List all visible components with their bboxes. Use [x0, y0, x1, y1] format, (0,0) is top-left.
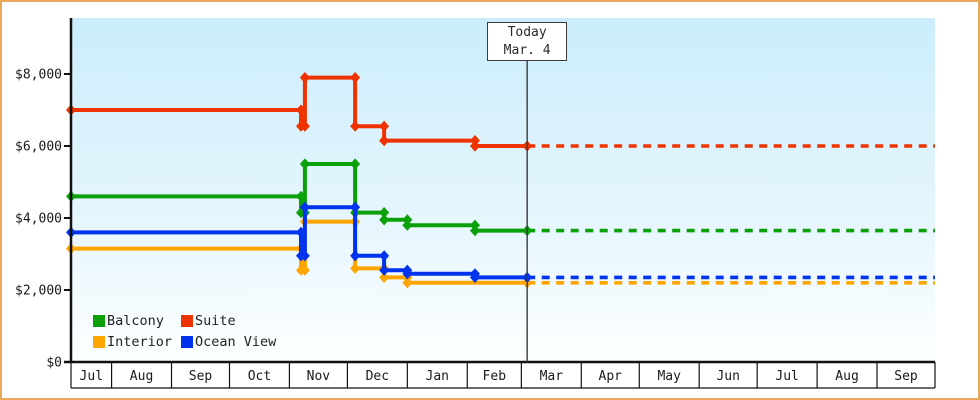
- today-date: Mar. 4: [503, 43, 551, 58]
- today-marker-box: Today Mar. 4: [487, 22, 568, 61]
- data-point-icon: [299, 264, 310, 276]
- series-group: [66, 72, 935, 289]
- y-tick-label: $4,000: [15, 212, 62, 227]
- legend-label: Ocean View: [195, 334, 277, 350]
- data-point-icon: [402, 277, 413, 289]
- month-label: Sep: [189, 369, 213, 384]
- legend-item-suite: Suite: [181, 313, 276, 329]
- legend-swatch-icon: [93, 315, 105, 327]
- data-point-icon: [402, 268, 413, 280]
- data-point-icon: [469, 140, 480, 152]
- month-label: Aug: [130, 369, 153, 384]
- month-label: Oct: [248, 369, 271, 384]
- data-point-icon: [379, 214, 390, 226]
- legend-label: Balcony: [107, 313, 164, 329]
- data-point-icon: [296, 104, 307, 116]
- data-point-icon: [350, 120, 361, 132]
- series-suite: [66, 72, 935, 152]
- data-point-icon: [402, 219, 413, 231]
- month-label: Jan: [426, 369, 449, 384]
- y-tick-label: $6,000: [15, 140, 62, 155]
- month-label: Apr: [599, 369, 623, 384]
- legend-label: Interior: [107, 334, 173, 350]
- month-label: Nov: [307, 369, 331, 384]
- legend-item-interior: Interior: [93, 334, 181, 350]
- series-ocean-view: [66, 201, 935, 283]
- month-label: Aug: [835, 369, 858, 384]
- data-point-icon: [469, 225, 480, 237]
- today-label: Today: [507, 25, 547, 40]
- x-axis: Jul Aug Sep Oct Nov Dec Jan Feb Mar Apr May Jun Jul A…: [64, 360, 936, 389]
- legend: Balcony Suite Interior Ocean View: [93, 313, 276, 350]
- data-point-icon: [379, 135, 390, 147]
- y-tick-label: $0: [46, 356, 62, 371]
- data-point-icon: [299, 201, 310, 213]
- y-tick-label: $8,000: [15, 68, 62, 83]
- legend-swatch-icon: [181, 315, 193, 327]
- data-point-icon: [379, 250, 390, 262]
- y-tick-label: $2,000: [15, 284, 62, 299]
- data-point-icon: [379, 264, 390, 276]
- data-point-icon: [299, 158, 310, 170]
- data-point-icon: [350, 72, 361, 84]
- legend-label: Suite: [195, 313, 236, 329]
- data-point-icon: [350, 201, 361, 213]
- data-point-icon: [296, 226, 307, 238]
- series-markers-ocean-view: [66, 201, 533, 283]
- legend-swatch-icon: [93, 336, 105, 348]
- month-label: Jul: [80, 369, 103, 384]
- data-point-icon: [379, 120, 390, 132]
- month-label: Feb: [483, 369, 507, 384]
- legend-swatch-icon: [181, 336, 193, 348]
- data-point-icon: [350, 158, 361, 170]
- data-point-icon: [299, 250, 310, 262]
- legend-item-ocean-view: Ocean View: [181, 334, 276, 350]
- data-point-icon: [469, 271, 480, 283]
- data-point-icon: [299, 72, 310, 84]
- y-axis: $0 $2,000 $4,000 $6,000 $8,000: [15, 18, 73, 371]
- plot-area: [71, 18, 935, 362]
- data-point-icon: [350, 262, 361, 274]
- data-point-icon: [379, 207, 390, 219]
- month-label: Jul: [775, 369, 798, 384]
- legend-item-balcony: Balcony: [93, 313, 181, 329]
- month-label: Dec: [366, 369, 389, 384]
- month-label: May: [657, 369, 681, 384]
- month-label: Sep: [894, 369, 918, 384]
- data-point-icon: [350, 250, 361, 262]
- data-point-icon: [379, 271, 390, 283]
- month-label: Mar: [540, 369, 564, 384]
- month-label: Jun: [716, 369, 739, 384]
- data-point-icon: [296, 190, 307, 202]
- data-point-icon: [299, 120, 310, 132]
